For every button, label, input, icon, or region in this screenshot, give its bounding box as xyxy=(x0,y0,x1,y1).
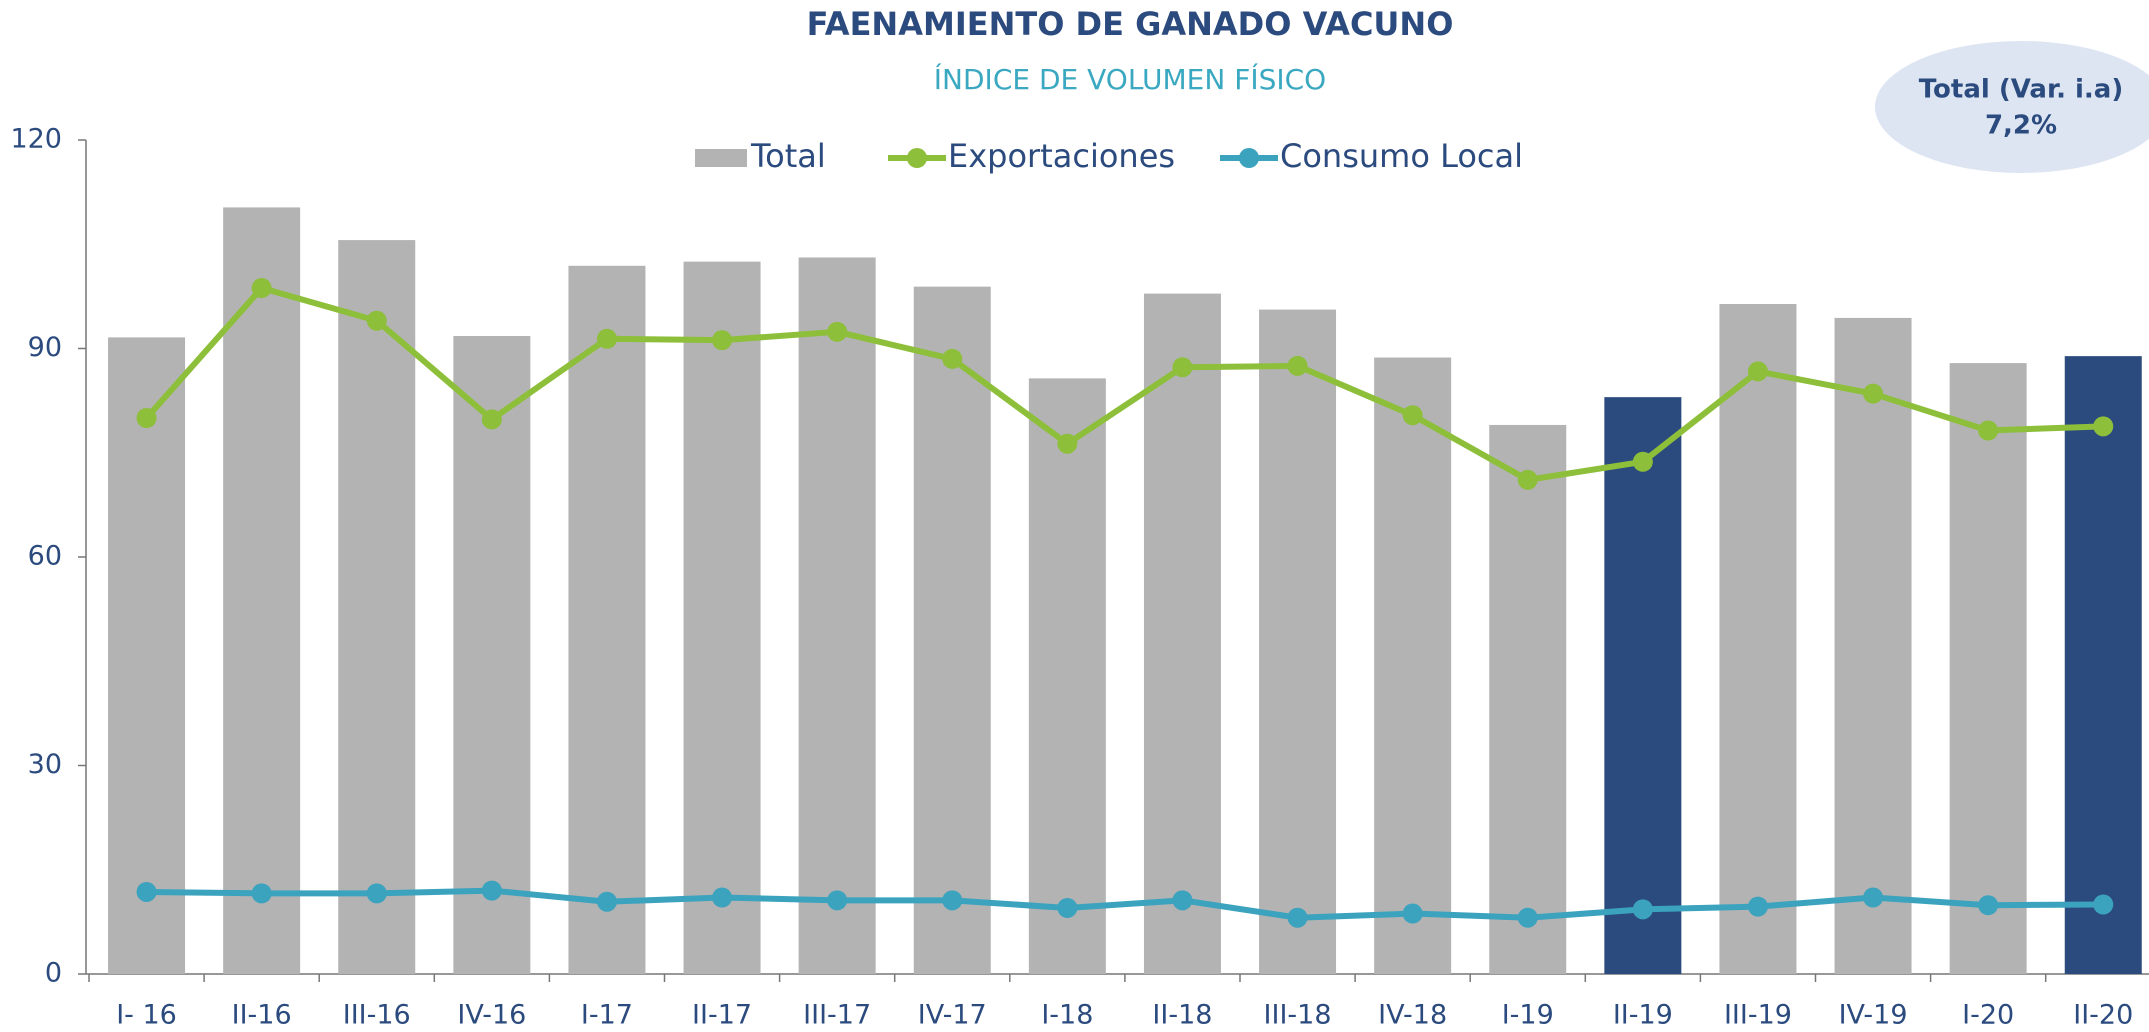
bar xyxy=(1949,363,2027,975)
line-point xyxy=(251,883,272,904)
x-tick-label: I-20 xyxy=(1962,1000,2014,1031)
chart-title: FAENAMIENTO DE GANADO VACUNO xyxy=(807,5,1454,43)
line-point xyxy=(136,408,157,428)
line-point xyxy=(1747,896,1768,917)
line-point xyxy=(942,348,963,369)
legend-swatch xyxy=(695,149,747,167)
line-point xyxy=(712,330,733,351)
line-point xyxy=(1632,451,1653,472)
x-tick-label: IV-17 xyxy=(918,1000,987,1031)
line-point xyxy=(1287,355,1308,376)
line-point xyxy=(827,321,848,342)
line-point xyxy=(1747,361,1768,382)
x-tick-label: IV-18 xyxy=(1378,1000,1447,1031)
bar xyxy=(683,261,761,974)
bar xyxy=(1028,378,1106,974)
x-tick-label: III-16 xyxy=(343,1000,411,1031)
line-point xyxy=(1287,907,1308,928)
bar xyxy=(2064,356,2142,974)
x-tick-label: II-19 xyxy=(1613,1000,1673,1031)
line-point xyxy=(942,890,963,911)
line-point xyxy=(1402,903,1423,924)
line-point xyxy=(596,891,617,912)
x-tick-label: I-17 xyxy=(581,1000,633,1031)
annotation-value: 7,2% xyxy=(1985,111,2057,141)
x-tick-label: II-20 xyxy=(2073,1000,2133,1031)
x-tick-label: III-19 xyxy=(1724,1000,1792,1031)
line-series xyxy=(144,285,2104,483)
y-tick-label: 60 xyxy=(28,541,62,572)
y-tick-label: 120 xyxy=(10,124,62,155)
legend-label: Consumo Local xyxy=(1280,137,1523,175)
bar xyxy=(1834,317,1912,974)
line-point xyxy=(1863,887,1884,908)
bar xyxy=(1604,397,1682,974)
bar xyxy=(1489,424,1567,974)
x-tick-label: I- 16 xyxy=(116,1000,177,1031)
line-point xyxy=(1057,897,1078,918)
line-point xyxy=(1057,433,1078,454)
x-tick-label: I-18 xyxy=(1041,1000,1093,1031)
line-point xyxy=(1632,899,1653,920)
line-point xyxy=(366,883,387,904)
line-point xyxy=(251,278,272,299)
x-tick-label: III-17 xyxy=(803,1000,871,1031)
y-tick-label: 0 xyxy=(45,958,62,989)
x-tick-label: II-17 xyxy=(692,1000,752,1031)
x-tick-label: II-16 xyxy=(232,1000,292,1031)
line-point xyxy=(1978,895,1999,916)
x-tick-label: II-18 xyxy=(1152,1000,1212,1031)
line-point xyxy=(1517,469,1538,490)
x-tick-label: I-19 xyxy=(1502,1000,1554,1031)
y-tick-label: 90 xyxy=(28,332,62,363)
line-point xyxy=(481,880,502,901)
line-point xyxy=(1863,383,1884,404)
bar xyxy=(108,337,186,974)
bar xyxy=(453,335,531,974)
bar xyxy=(1719,304,1797,974)
bar xyxy=(798,257,876,975)
line-point xyxy=(827,890,848,911)
legend-swatch-marker xyxy=(907,148,927,168)
legend-label: Total xyxy=(750,137,826,175)
line-point xyxy=(1402,405,1423,426)
bar xyxy=(223,207,301,975)
legend-label: Exportaciones xyxy=(948,137,1175,175)
bar xyxy=(338,240,416,974)
line-point xyxy=(481,409,502,430)
line-point xyxy=(2093,894,2114,915)
annotation-bubble xyxy=(1875,41,2149,173)
legend-swatch-marker xyxy=(1239,148,1259,168)
annotation-label: Total (Var. i.a) xyxy=(1919,75,2123,105)
line-point xyxy=(136,881,157,902)
line-point xyxy=(1978,420,1999,441)
line-point xyxy=(712,887,733,908)
bar xyxy=(568,265,646,974)
chart-subtitle: ÍNDICE DE VOLUMEN FÍSICO xyxy=(934,62,1326,96)
line-point xyxy=(1517,907,1538,928)
bar xyxy=(1143,293,1221,975)
line-point xyxy=(2093,416,2114,437)
line-point xyxy=(366,310,387,331)
bar xyxy=(1259,309,1337,975)
line-point xyxy=(1172,890,1193,911)
x-tick-label: IV-19 xyxy=(1839,1000,1908,1031)
line-point xyxy=(1172,357,1193,378)
x-tick-label: IV-16 xyxy=(457,1000,526,1031)
line-series xyxy=(146,887,2104,921)
x-tick-label: III-18 xyxy=(1264,1000,1332,1031)
bar xyxy=(1374,357,1452,974)
y-tick-label: 30 xyxy=(28,749,62,780)
bar xyxy=(913,286,991,974)
line-point xyxy=(596,328,617,349)
